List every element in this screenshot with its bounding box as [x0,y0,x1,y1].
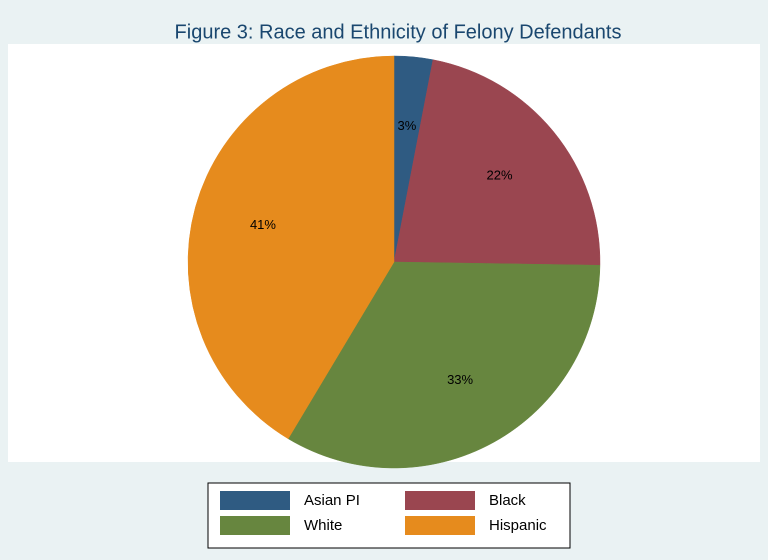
legend-label: Hispanic [489,517,547,534]
slice-label: 33% [447,372,473,387]
slice-label: 3% [398,118,417,133]
legend-label: Asian PI [304,492,360,509]
slice-label: 41% [250,217,276,232]
legend-swatch [220,516,290,535]
legend-swatch [405,516,475,535]
pie-slice [287,261,601,469]
legend-label: Black [489,492,526,509]
legend-swatch [405,491,475,510]
pie-slice [187,55,395,440]
legend-swatch [220,491,290,510]
legend-label: White [304,517,342,534]
pie-slice [393,59,601,266]
chart-title: Figure 3: Race and Ethnicity of Felony D… [175,21,622,43]
slice-label: 22% [487,168,513,183]
